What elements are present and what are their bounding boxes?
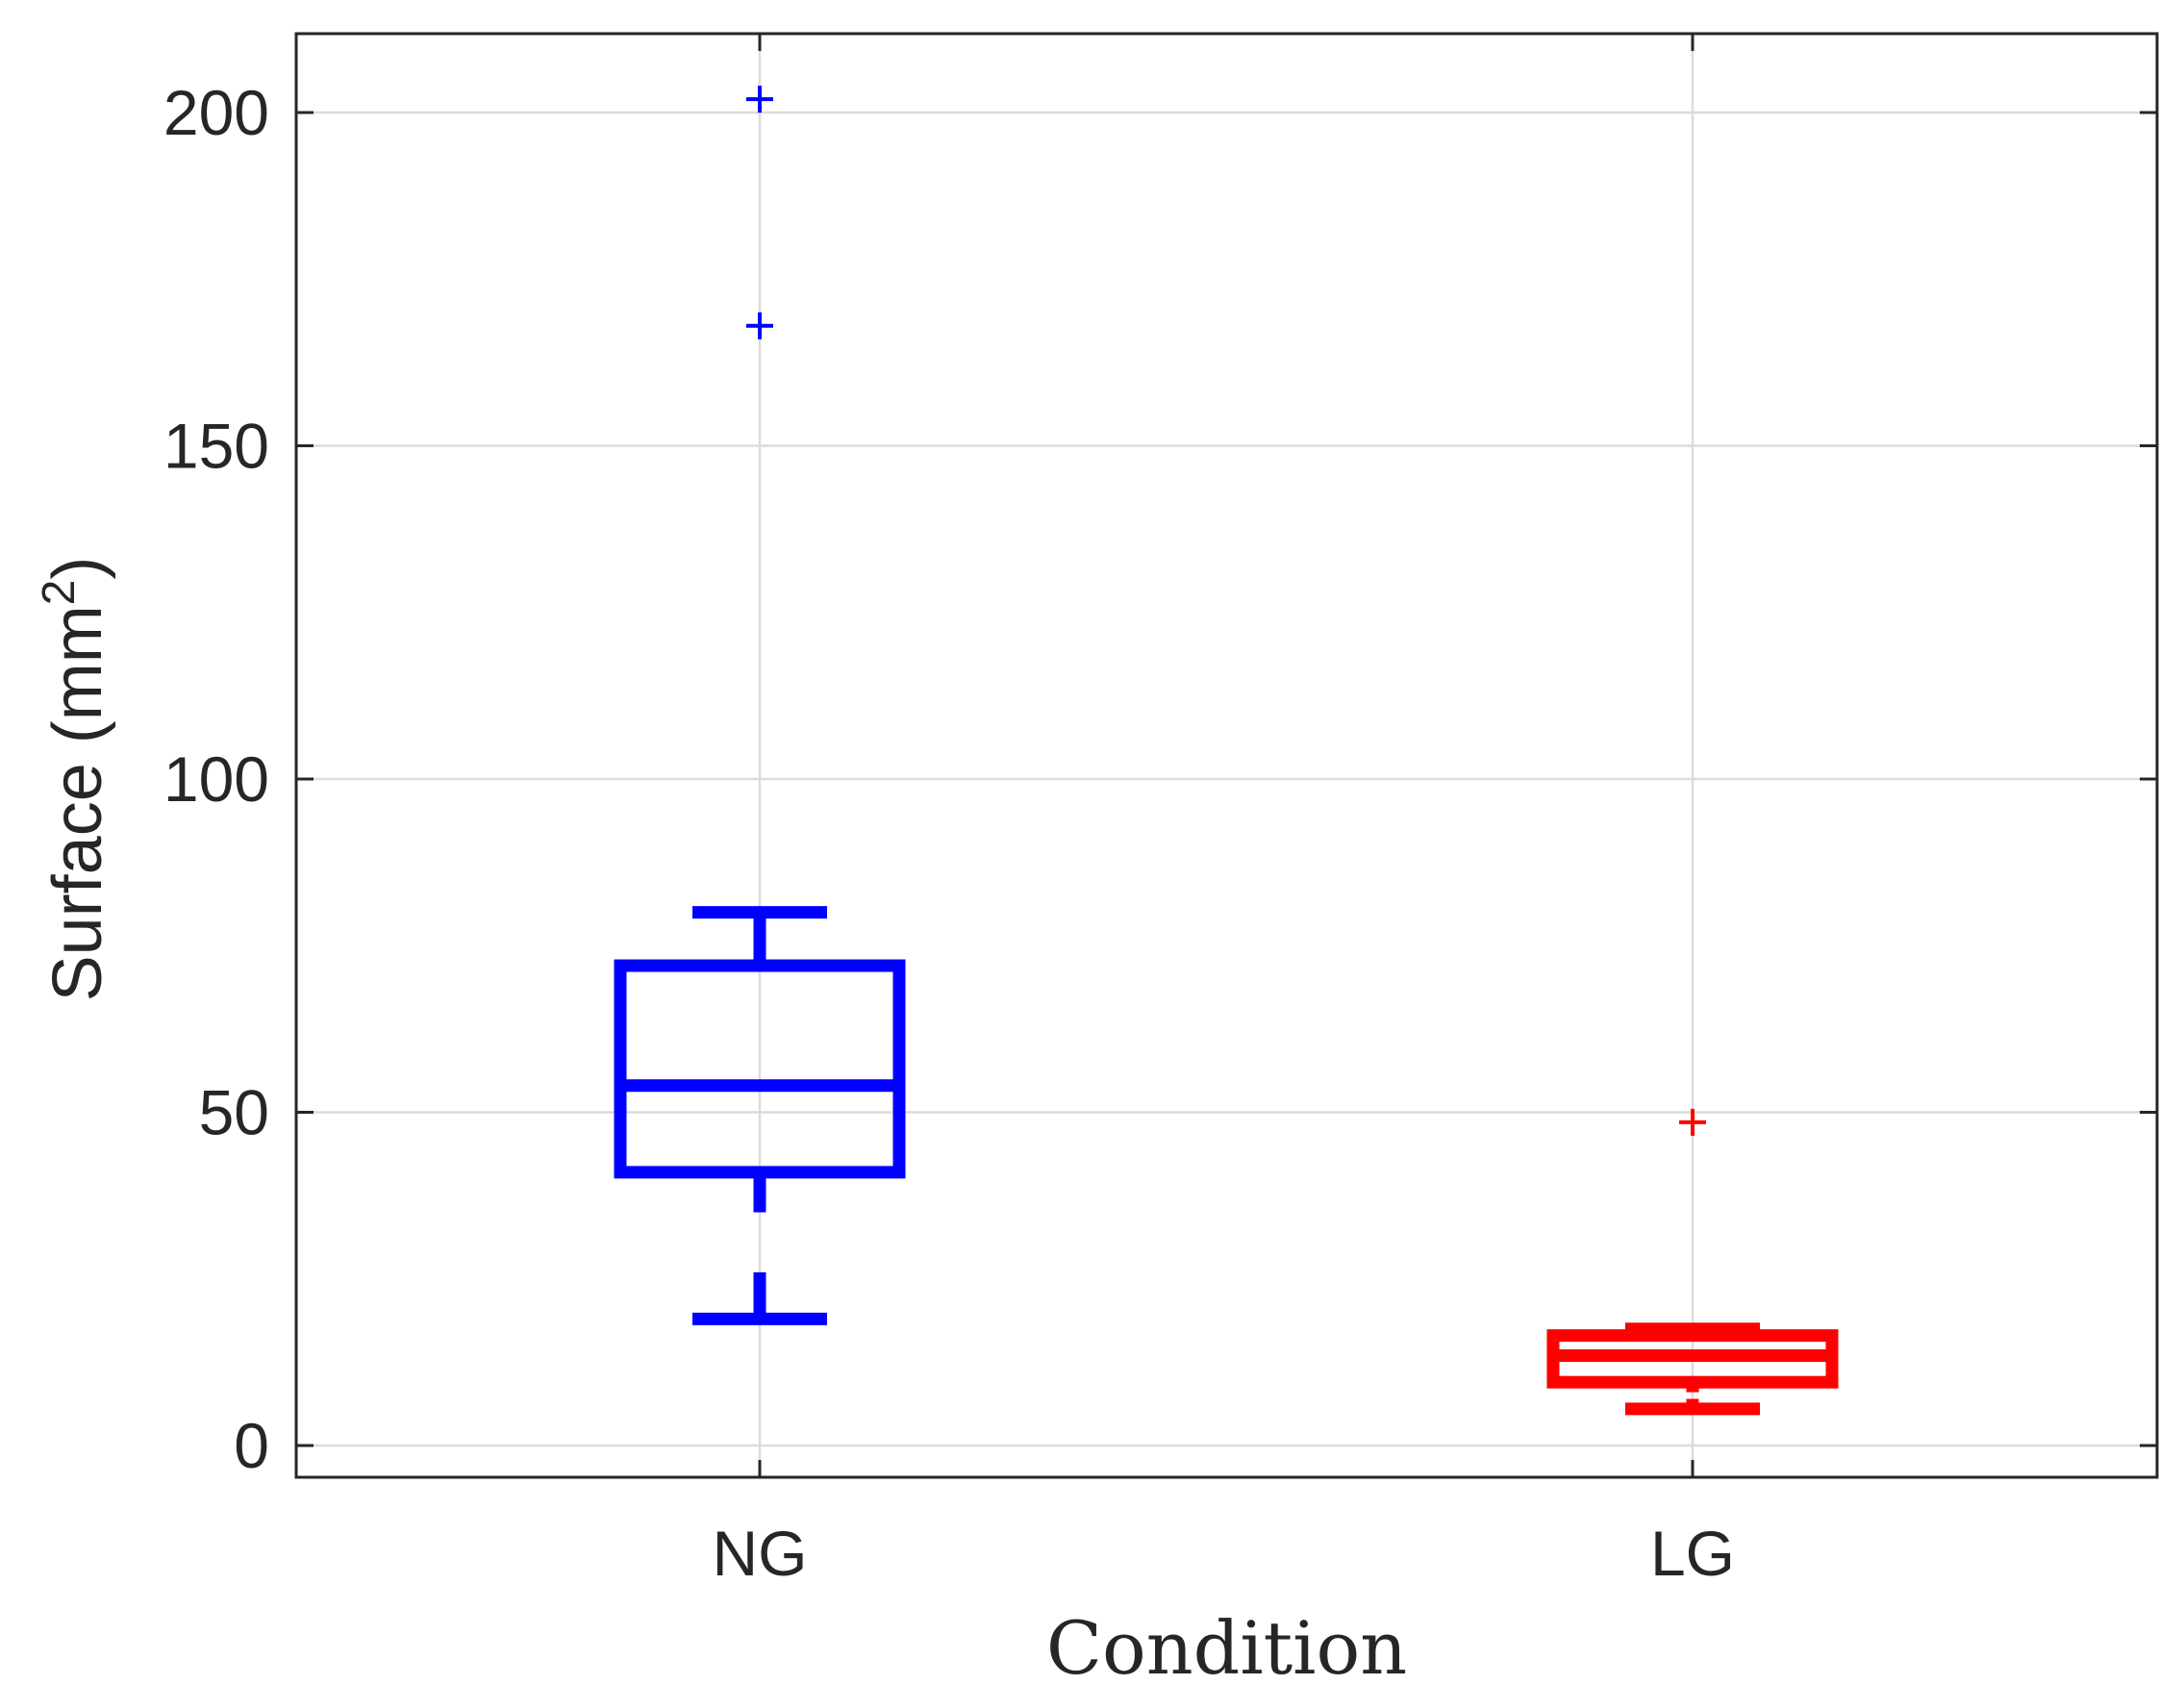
outlier-marker [746,312,773,340]
y-tick-label: 150 [163,411,269,482]
box-lg [1546,1108,1839,1416]
y-axis-title: Surface (mm2) [34,557,116,1002]
x-tick-label: LG [1650,1518,1735,1589]
outlier-marker [1679,1108,1706,1136]
box-ng [614,86,906,1325]
tick-layer [296,34,2157,1477]
label-layer: 0 50 100 150 200 NG LG [163,77,1735,1589]
y-tick-label: 100 [163,743,269,815]
outlier-marker [746,86,773,113]
y-axis-title-suffix: ) [39,557,116,580]
grid-layer [296,34,2157,1477]
box-layer [614,86,1839,1416]
y-tick-label: 200 [163,77,269,148]
axes-frame [294,32,2159,1479]
x-axis-title: Condition [1046,1605,1407,1685]
y-axis-title-superscript: 2 [34,580,85,606]
y-axis-title-main: Surface (mm [39,605,116,1001]
y-tick-label: 50 [199,1077,269,1148]
y-tick-label: 0 [234,1410,269,1481]
x-tick-label: NG [713,1518,808,1589]
